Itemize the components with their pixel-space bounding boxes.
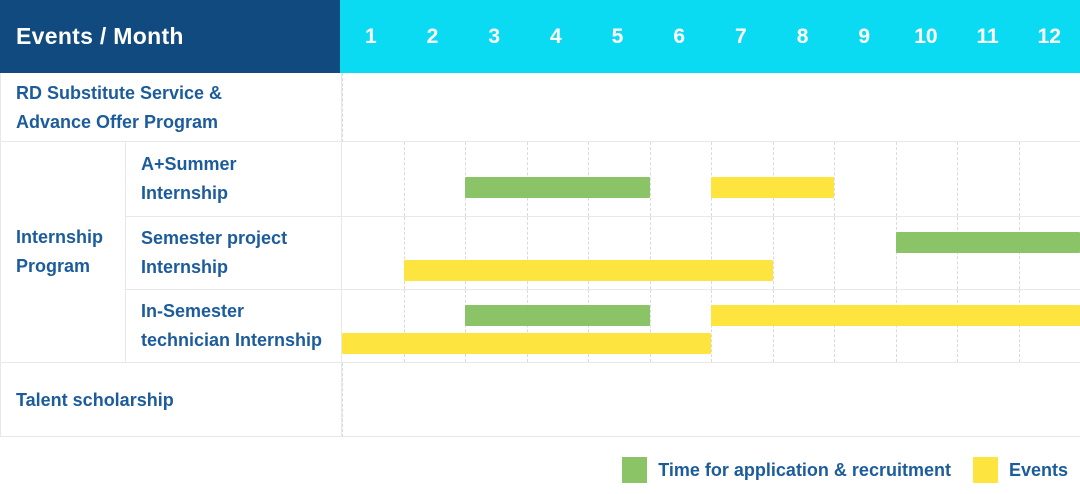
- legend-swatch-event: [972, 457, 998, 483]
- month-header-10: 10: [914, 24, 938, 48]
- legend: Time for application & recruitment Events: [0, 452, 1068, 488]
- row-label: RD Substitute Service & Advance Offer Pro…: [1, 73, 341, 142]
- month-gridline: [403, 142, 405, 216]
- row-label: A+Summer Internship: [126, 142, 341, 216]
- label-line: Semester project: [141, 227, 288, 248]
- month-header-6: 6: [673, 24, 686, 48]
- section-rows: A+Summer Internship Semester project Intern…: [126, 142, 1080, 362]
- chart-cell: [341, 73, 343, 142]
- label-line: In-Semester: [141, 301, 245, 322]
- gantt-bar-application: [465, 176, 650, 198]
- month-gridline: [834, 216, 835, 290]
- table-row: In-Semester technician Internship: [126, 290, 1080, 362]
- row-label: Semester project Internship: [126, 217, 341, 290]
- month-gridline: [649, 142, 651, 216]
- month-gridline: [403, 216, 405, 290]
- month-header-5: 5: [611, 24, 624, 48]
- chart-cell: [341, 363, 343, 437]
- chart-cell: [341, 216, 1080, 290]
- month-header-7: 7: [735, 24, 747, 48]
- gantt-bar-application: [895, 231, 1080, 253]
- table-row: Talent scholarship: [1, 363, 343, 437]
- month-header-1: 1: [364, 24, 377, 48]
- month-gridline: [588, 216, 589, 290]
- gantt-body: RD Substitute Service & Advance Offer Pro…: [0, 73, 1080, 437]
- label-line: Internship: [141, 256, 229, 277]
- month-gridline: [526, 290, 528, 362]
- month-header-2: 2: [426, 24, 439, 48]
- header-row: Events / Month 1 2 3 4 5 6 7 8 9 10 11 12: [0, 0, 1080, 73]
- month-gridline: [342, 363, 343, 437]
- gantt-bar-event: [711, 176, 834, 198]
- month-gridline: [834, 290, 835, 362]
- label-line: RD Substitute Service &: [16, 82, 223, 103]
- month-gridline: [895, 216, 897, 290]
- month-header-3: 3: [488, 24, 501, 48]
- month-header-11: 11: [976, 24, 999, 48]
- month-gridline: [1018, 142, 1020, 216]
- month-gridline: [1018, 290, 1020, 362]
- month-gridline: [772, 290, 774, 362]
- label-line: Internship: [16, 227, 104, 247]
- month-gridline: [957, 216, 958, 290]
- label-line: technician Internship: [141, 330, 323, 351]
- month-gridline: [403, 290, 405, 362]
- legend-label: Time for application & recruitment: [658, 459, 951, 480]
- label-line: Internship: [141, 182, 229, 203]
- month-gridline: [342, 73, 343, 142]
- gantt-bar-event: [711, 305, 1080, 327]
- section: RD Substitute Service & Advance Offer Pro…: [1, 73, 1080, 142]
- gantt-bar-event: [342, 333, 711, 355]
- table-row: Semester project Internship: [126, 216, 1080, 291]
- section: Internship Program A+Summer Internship Semes…: [1, 142, 1080, 363]
- month-header-12: 12: [1037, 24, 1061, 48]
- month-gridline: [957, 290, 958, 362]
- months-row: 1 2 3 4 5 6 7 8 9 10 11 12: [340, 0, 1080, 73]
- gantt-bar-application: [465, 305, 650, 327]
- legend-item-application: Time for application & recruitment: [622, 457, 951, 483]
- section: Talent scholarship: [1, 363, 1080, 437]
- page-title: Events / Month: [16, 23, 184, 49]
- legend-label: Events: [1008, 459, 1068, 480]
- chart-cell: [341, 142, 1080, 216]
- row-label: In-Semester technician Internship: [126, 290, 341, 362]
- legend-item-event: Events: [972, 457, 1068, 483]
- month-gridline: [957, 142, 958, 216]
- month-gridline: [895, 290, 897, 362]
- month-header-8: 8: [796, 24, 809, 48]
- legend-swatch-application: [622, 457, 648, 483]
- gantt-bar-event: [403, 259, 773, 281]
- month-gridline: [711, 216, 712, 290]
- table-row: A+Summer Internship: [126, 142, 1080, 217]
- month-gridline: [834, 142, 835, 216]
- month-header-9: 9: [858, 24, 871, 48]
- title-cell: Events / Month: [0, 0, 340, 73]
- row-label: Talent scholarship: [1, 363, 341, 437]
- month-gridline: [895, 142, 897, 216]
- group-label: Internship Program: [1, 142, 126, 362]
- label-line: Talent scholarship: [16, 389, 174, 410]
- month-header-4: 4: [550, 24, 562, 48]
- month-gridline: [465, 290, 466, 362]
- month-gridline: [588, 290, 589, 362]
- label-line: Program: [16, 256, 91, 276]
- month-gridline: [1018, 216, 1020, 290]
- table-row: RD Substitute Service & Advance Offer Pro…: [1, 73, 343, 142]
- label-line: A+Summer: [141, 153, 237, 174]
- chart-cell: [341, 290, 1080, 362]
- month-gridline: [649, 216, 651, 290]
- month-gridline: [465, 216, 466, 290]
- month-gridline: [526, 216, 528, 290]
- month-gridline: [772, 216, 774, 290]
- month-gridline: [711, 290, 712, 362]
- month-gridline: [649, 290, 651, 362]
- label-line: Advance Offer Program: [16, 111, 219, 132]
